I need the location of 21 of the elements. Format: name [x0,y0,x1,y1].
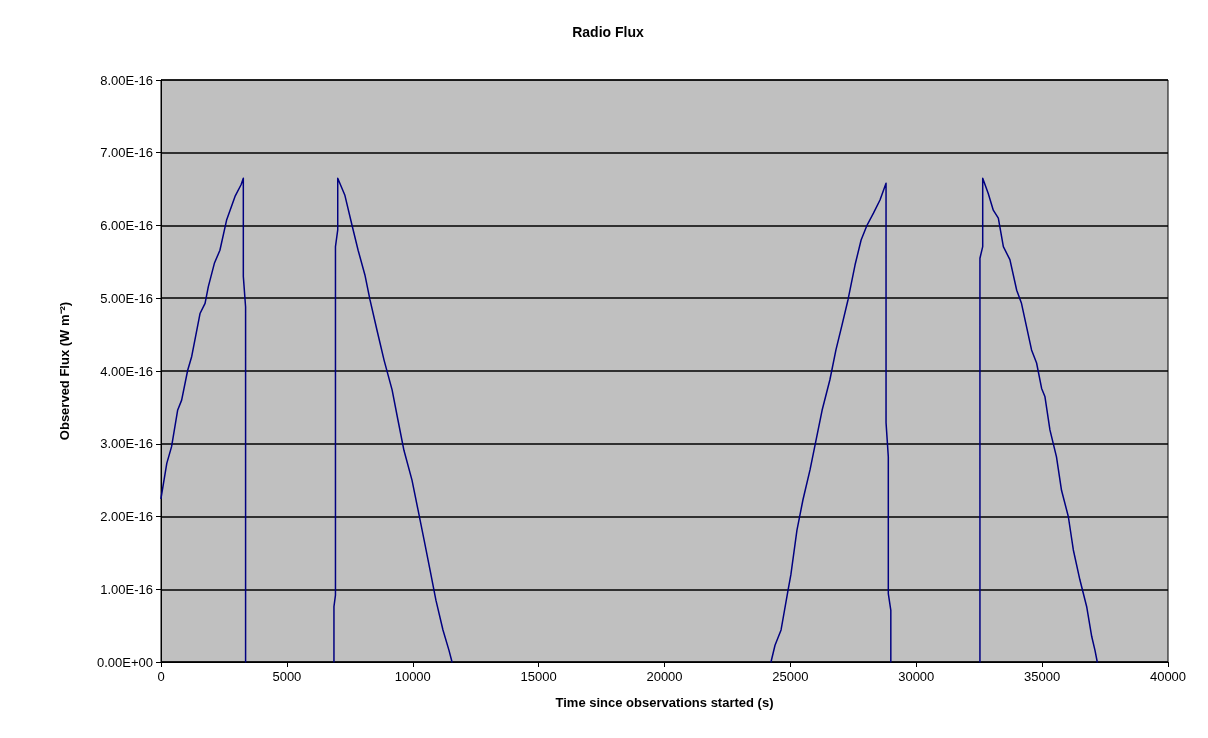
x-tick-label: 25000 [772,669,809,684]
x-tick-label: 30000 [898,669,935,684]
x-tick-label: 35000 [1024,669,1061,684]
x-tick-label: 0 [157,669,165,684]
x-tick-label: 10000 [394,669,431,684]
x-tick-label: 5000 [272,669,302,684]
x-axis-title: Time since observations started (s) [555,695,774,710]
y-axis-title: Observed Flux (W m⁻²) [57,301,72,441]
y-tick-label: 1.00E-16 [100,581,153,597]
y-tick-label: 8.00E-16 [100,72,153,88]
x-tick-label: 40000 [1149,669,1187,684]
y-tick-label: 3.00E-16 [100,436,153,452]
y-tick-label: 6.00E-16 [100,218,153,233]
x-tick-label: 20000 [646,669,683,684]
y-tick-label: 5.00E-16 [100,290,153,306]
x-tick-label: 15000 [520,669,557,684]
y-tick-label: 7.00E-16 [100,145,153,161]
y-tick-label: 4.00E-16 [100,363,153,379]
y-tick-label: 0.00E+00 [96,654,153,670]
y-tick-label: 2.00E-16 [100,509,153,524]
chart-title: Radio Flux [572,24,644,40]
